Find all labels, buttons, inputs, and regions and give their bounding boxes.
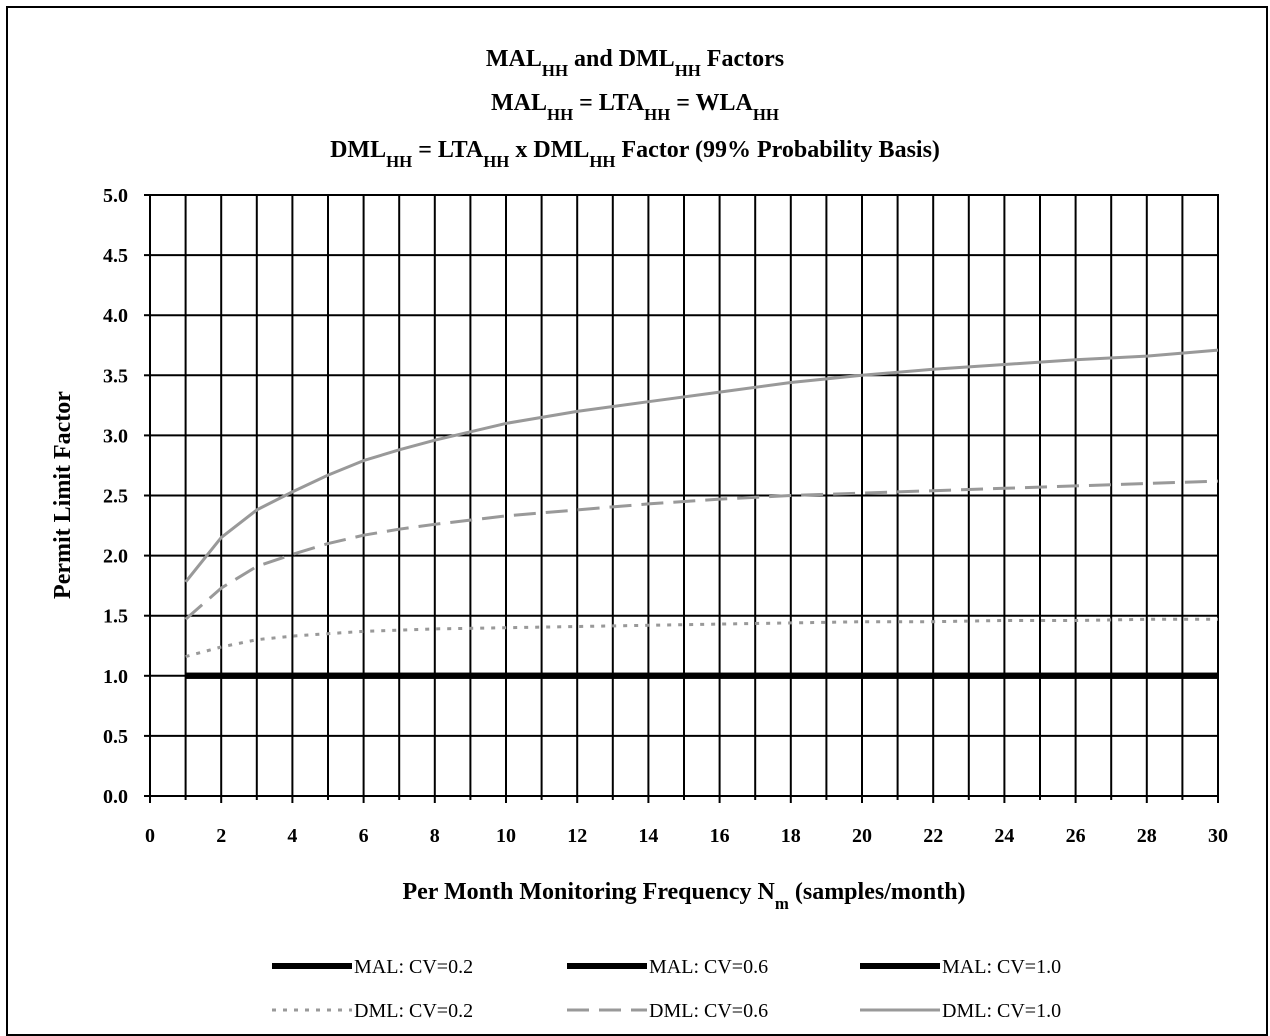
legend-label: DML: CV=0.2 xyxy=(354,1000,473,1022)
text-part: Factors xyxy=(701,46,784,72)
text-part: Per Month Monitoring Frequency N xyxy=(402,879,775,905)
x-tick-label: 8 xyxy=(430,825,440,847)
subscript: HH xyxy=(542,61,568,80)
text-part: = WLA xyxy=(670,90,753,116)
series-line-3 xyxy=(185,617,1218,659)
text-part: = LTA xyxy=(573,90,645,116)
y-tick-label: 4.0 xyxy=(103,305,128,327)
y-axis-title: Permit Limit Factor xyxy=(50,391,76,599)
text-part: and DML xyxy=(568,46,675,72)
text-part: MAL xyxy=(491,90,547,116)
series-lines xyxy=(184,348,1219,679)
text-part: = LTA xyxy=(412,137,484,163)
x-tick-label: 18 xyxy=(781,825,801,847)
legend-label: MAL: CV=0.2 xyxy=(354,956,473,978)
y-tick-label: 1.0 xyxy=(103,666,128,688)
legend-label: DML: CV=1.0 xyxy=(942,1000,1061,1022)
text-part: (samples/month) xyxy=(789,879,966,905)
title-line-1: MALHH and DMLHH Factors xyxy=(486,46,784,80)
subscript: HH xyxy=(386,152,412,171)
gridlines xyxy=(150,195,1218,796)
x-tick-label: 12 xyxy=(567,825,587,847)
subscript: HH xyxy=(753,105,779,124)
legend-label: DML: CV=0.6 xyxy=(649,1000,768,1022)
subscript: HH xyxy=(589,152,615,171)
y-tick-label: 2.5 xyxy=(103,486,128,508)
x-tick-label: 6 xyxy=(359,825,369,847)
title-line-2: MALHH = LTAHH = WLAHH xyxy=(491,90,779,124)
y-tick-label: 1.5 xyxy=(103,606,128,628)
y-tick-label: 3.0 xyxy=(103,425,128,447)
x-tick-label: 26 xyxy=(1066,825,1086,847)
x-tick-label: 2 xyxy=(216,825,226,847)
x-tick-label: 16 xyxy=(710,825,730,847)
text-part: x DML xyxy=(509,137,589,163)
y-tick-labels: 0.0 0.5 1.0 1.5 2.0 2.5 3.0 3.5 4.0 4.5 5.0 xyxy=(103,185,128,808)
x-tick-label: 0 xyxy=(145,825,155,847)
legend-label: MAL: CV=1.0 xyxy=(942,956,1061,978)
series-line-5 xyxy=(184,348,1219,583)
x-tick-labels: 0 2 4 6 8 10 12 14 16 18 20 22 24 26 28 30 xyxy=(145,825,1228,847)
x-tick-label: 30 xyxy=(1208,825,1228,847)
legend-label: MAL: CV=0.6 xyxy=(649,956,768,978)
x-tick-label: 20 xyxy=(852,825,872,847)
subscript: HH xyxy=(644,105,670,124)
y-tick-label: 5.0 xyxy=(103,185,128,207)
legend: MAL: CV=0.2 MAL: CV=0.6 MAL: CV=1.0 DML: CV… xyxy=(272,956,1061,1022)
subscript: HH xyxy=(483,152,509,171)
x-tick-label: 24 xyxy=(994,825,1014,847)
x-tick-label: 14 xyxy=(638,825,658,847)
text-part: Factor (99% Probability Basis) xyxy=(615,137,939,163)
x-tick-label: 4 xyxy=(287,825,297,847)
title-line-3: DMLHH = LTAHH x DMLHH Factor (99% Probab… xyxy=(330,137,940,171)
subscript: m xyxy=(775,894,789,913)
text-part: DML xyxy=(330,137,386,163)
subscript: HH xyxy=(675,61,701,80)
y-tick-label: 0.0 xyxy=(103,786,128,808)
subscript: HH xyxy=(547,105,573,124)
text-part: MAL xyxy=(486,46,542,72)
y-tick-label: 4.5 xyxy=(103,245,128,267)
y-tick-label: 2.0 xyxy=(103,546,128,568)
y-tick-label: 3.5 xyxy=(103,365,128,387)
series-line-4 xyxy=(184,479,1219,621)
x-tick-label: 10 xyxy=(496,825,516,847)
x-axis-title: Per Month Monitoring Frequency Nm (sampl… xyxy=(402,879,965,913)
y-tick-label: 0.5 xyxy=(103,726,128,748)
x-tick-label: 22 xyxy=(923,825,943,847)
x-tick-label: 28 xyxy=(1137,825,1157,847)
axes xyxy=(144,194,1219,803)
